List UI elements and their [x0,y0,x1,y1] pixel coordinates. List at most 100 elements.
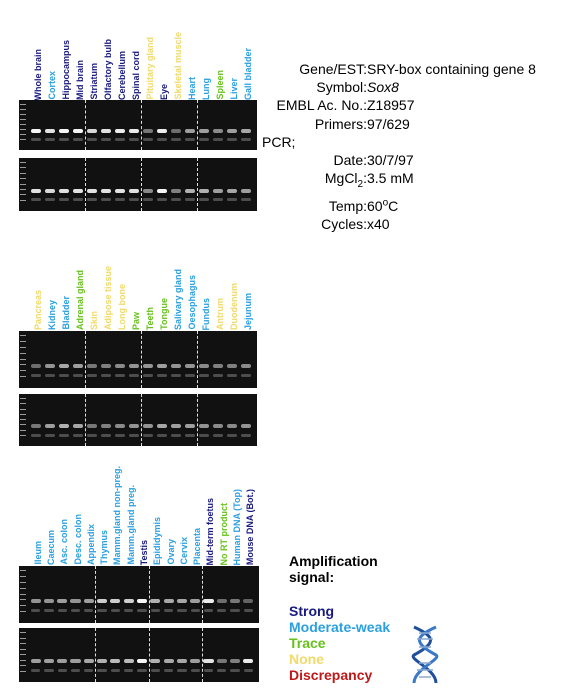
gel-band-faint [44,609,54,613]
gel-band-faint [31,374,41,378]
lane-label: Pancreas [33,289,43,330]
gel-band [86,364,98,369]
gel-band-faint [185,138,195,141]
gel-band-faint [57,609,67,613]
ladder-band [20,172,26,174]
gel-band-faint [59,433,69,437]
gel-band-faint [137,669,147,673]
gel-band [184,188,196,193]
gel-band-faint [203,669,214,673]
gel-band-faint [73,374,83,378]
lane-label: Heart [187,76,197,100]
gel-band-faint [171,138,181,141]
gel-band [170,129,182,133]
date-key: Date: [333,152,367,169]
lane-separator [197,158,198,211]
panel-2-gel-bottom [19,394,257,446]
gel-band-faint [129,138,139,141]
gel-band-faint [213,433,223,437]
gel-band-faint [31,198,41,202]
lane-label: Lung [201,78,211,100]
lane-separator [197,100,198,150]
legend-title-line2: signal: [289,569,335,585]
embl-value: Z18957 [367,97,415,114]
ladder-band [20,670,26,672]
lane-label: Liver [229,78,239,100]
ladder-band [20,599,26,601]
gel-band [226,424,238,429]
gel-band [243,659,254,664]
gel-band-faint [97,669,107,673]
lane-label: Pituitary gland [145,37,155,100]
embl-row: EMBL Ac. No.:Z18957 [262,96,536,114]
gel-band-faint [110,669,121,673]
gel-band-faint [87,433,97,437]
gel-band-faint [45,374,55,378]
gel-band [150,659,161,664]
gel-band [100,424,112,429]
gel-band [72,188,84,193]
gel-band-faint [199,374,209,378]
gel-band [30,424,42,429]
gel-band-faint [185,433,195,437]
gel-band-faint [73,138,83,141]
lane-label: Mouse DNA (Bot.) [245,488,256,565]
gel-band-faint [59,198,69,202]
ladder-band [20,611,26,613]
lane-label: Fundus [201,297,211,331]
gel-band-faint [115,374,125,378]
gel-band [170,364,182,369]
lane-separator [201,566,203,623]
gel-band-faint [163,609,174,613]
gel-band [72,424,84,429]
gel-band [203,599,214,604]
lane-label: Skin [89,310,99,330]
gel-band-faint [73,198,83,202]
temp-value-sup: o [382,197,389,209]
gel-band-faint [157,374,167,378]
gel-band [57,599,68,604]
ladder-band [20,429,26,431]
gel-band [30,129,42,133]
gel-band [170,188,182,193]
gel-band-faint [84,669,94,673]
gel-band-faint [241,138,251,141]
gel-band-faint [30,669,41,673]
gel-band-faint [73,433,83,437]
lane-separator [95,628,97,682]
cycles-row: Cycles:x40 [262,215,536,233]
legend-discrepancy: Discrepancy [289,667,373,683]
ladder-band [20,124,26,125]
gel-band [240,188,252,193]
gel-band [100,188,112,193]
gel-band-faint [227,138,237,141]
lane-label: Testis [139,539,149,565]
gel-band [58,424,70,429]
ladder-band [20,419,26,420]
gel-band-faint [157,433,167,437]
gel-band [156,424,168,429]
ladder-band [20,194,26,196]
gel-band [44,364,56,369]
gel-band-faint [70,609,81,613]
gel-band [142,129,154,133]
gel-band-faint [157,138,167,141]
ladder-band [20,434,26,436]
ladder-band [20,340,26,342]
gel-band [128,364,140,369]
gel-band [30,599,41,604]
ladder-band [20,570,26,571]
ladder-band [20,413,26,415]
lane-label: Striatum [89,63,99,100]
gel-band-faint [199,138,209,141]
gene-key: Gene/EST: [299,61,367,77]
gel-band-faint [129,198,139,202]
gel-band [86,129,98,133]
gel-band [83,599,94,604]
gel-band [216,599,227,604]
legend-trace: Trace [289,635,326,651]
lane-label: Paw [131,311,141,330]
lane-label: Oesophagus [187,275,197,330]
gel-band [57,659,68,664]
gel-band [86,424,98,429]
